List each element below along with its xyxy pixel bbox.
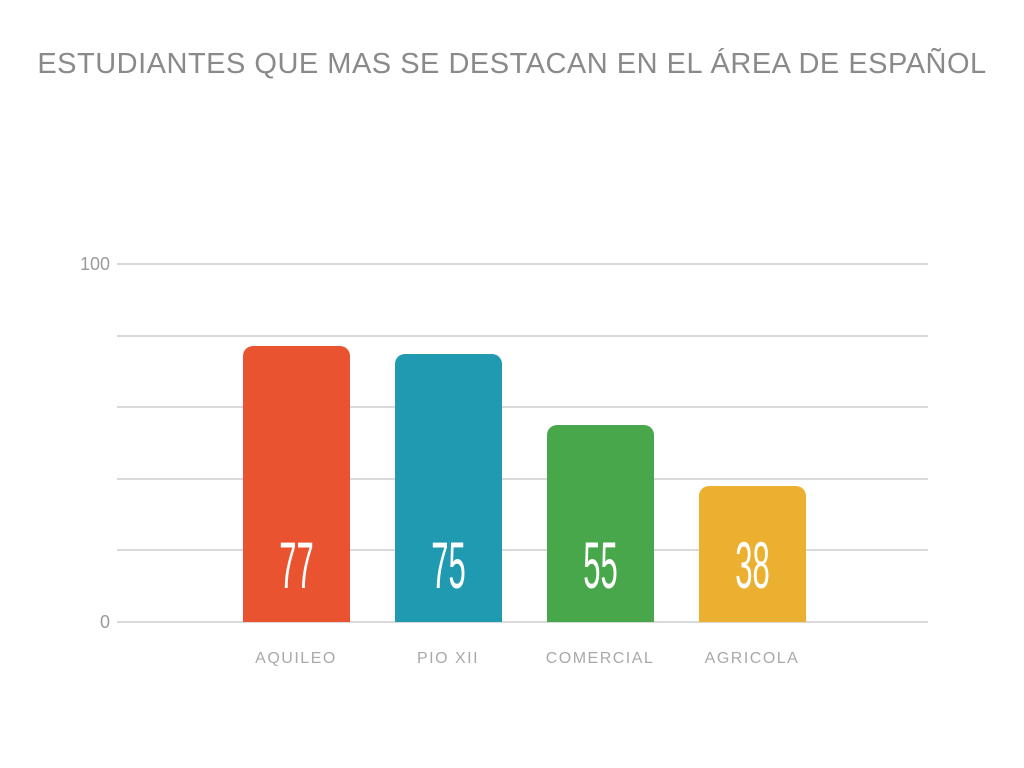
gridline-20 <box>117 549 928 552</box>
x-axis-category-label: PIO XII <box>416 650 480 667</box>
bar-agricola: 38 <box>698 485 806 622</box>
gridline-0 <box>117 621 928 623</box>
x-axis-category-label: AGRICOLA <box>704 650 800 667</box>
x-axis-category-label: COMERCIAL <box>545 650 655 667</box>
bar-pio-xii: 75 <box>394 353 502 622</box>
bar-comercial: 55 <box>546 425 654 622</box>
bar-value-label: 77 <box>278 527 314 602</box>
bar-value-label: 55 <box>582 527 618 602</box>
bar-aquileo: 77 <box>242 346 350 622</box>
chart-title: ESTUDIANTES QUE MAS SE DESTACAN EN EL ÁR… <box>37 48 987 80</box>
gridline-60 <box>117 406 928 409</box>
y-axis-tick-label-0: 0 <box>99 612 110 632</box>
bar-value-label: 75 <box>430 528 466 602</box>
bar-value-label: 38 <box>734 527 770 602</box>
x-axis-category-label: AQUILEO <box>255 650 337 667</box>
gridline-100 <box>117 263 928 265</box>
y-axis-tick-label-100: 100 <box>79 254 110 274</box>
gridline-40 <box>117 477 928 480</box>
gridline-80 <box>117 334 928 337</box>
